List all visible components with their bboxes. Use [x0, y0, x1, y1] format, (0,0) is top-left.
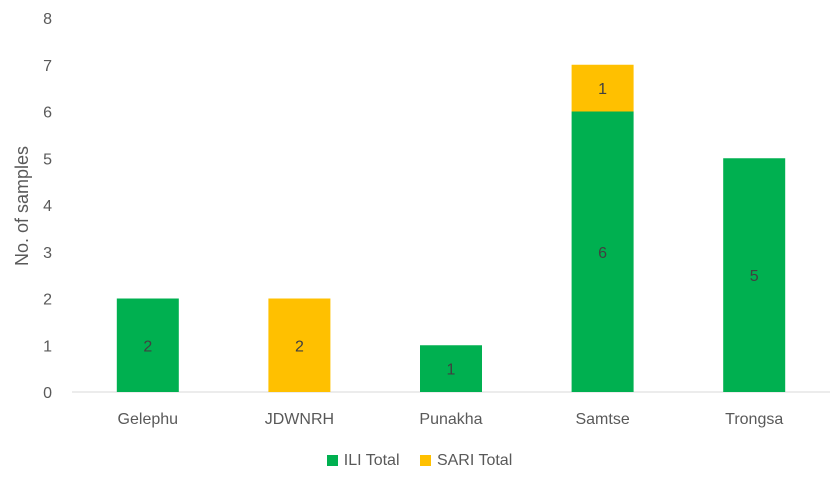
data-label: 2: [143, 338, 152, 355]
category-label: Samtse: [575, 411, 629, 428]
y-tick-label: 4: [43, 198, 52, 215]
y-tick-label: 6: [43, 105, 52, 122]
legend-label-sari: SARI Total: [436, 452, 513, 469]
legend-swatch-sari: [419, 455, 431, 466]
bar-trongsa-ili: [723, 158, 786, 392]
bar-samtse-sari: [571, 64, 634, 112]
bar-punakha-ili: [420, 345, 482, 392]
data-label: 1: [598, 81, 607, 98]
y-tick-label: 0: [43, 385, 52, 402]
data-label: 6: [598, 245, 607, 262]
y-tick-label: 3: [43, 245, 52, 262]
y-axis-label: No. of samples: [12, 146, 32, 266]
category-label: Punakha: [419, 411, 482, 428]
legend-label-ili: ILI Total: [343, 452, 400, 469]
legend-item-sari: SARI Total: [419, 452, 513, 470]
y-tick-label: 7: [43, 58, 52, 75]
y-tick-label: 1: [43, 338, 52, 355]
category-labels: Gelephu JDWNRH Punakha Samtse Trongsa: [118, 411, 784, 428]
y-tick-label: 8: [43, 11, 52, 28]
category-label: JDWNRH: [265, 411, 334, 428]
data-label: 2: [295, 338, 304, 355]
category-label: Gelephu: [118, 411, 179, 428]
category-label: Trongsa: [725, 411, 783, 428]
bar-gelephu-ili: [116, 298, 179, 392]
bars: 2 2 1 6 1 5: [116, 64, 786, 392]
data-label: 5: [750, 268, 759, 285]
legend: ILI Total SARI Total: [0, 452, 839, 470]
y-tick-label: 5: [43, 151, 52, 168]
bar-samtse-ili: [571, 111, 634, 392]
y-tick-label: 2: [43, 292, 52, 309]
legend-swatch-ili: [326, 455, 338, 466]
legend-item-ili: ILI Total: [326, 452, 400, 470]
y-axis-ticks: 0 1 2 3 4 5 6 7 8: [43, 11, 52, 402]
bar-jdwnrh-sari: [268, 298, 331, 392]
data-label: 1: [447, 362, 456, 379]
